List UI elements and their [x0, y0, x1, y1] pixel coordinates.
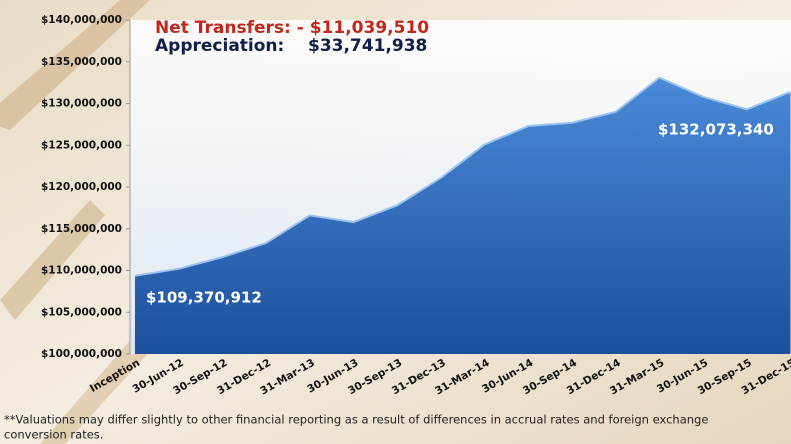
y-tick-label: $125,000,000	[41, 139, 122, 151]
value-annotation: $109,370,912	[146, 289, 262, 307]
annotation: Appreciation: $33,741,938	[155, 36, 427, 56]
y-tick-label: $120,000,000	[41, 181, 122, 193]
area-line	[134, 76, 791, 277]
annotation: Net Transfers: - $11,039,510	[155, 18, 429, 38]
value-annotation: $132,073,340	[658, 121, 774, 139]
footnote: conversion rates.	[4, 428, 103, 442]
y-tick-label: $105,000,000	[41, 306, 122, 318]
y-tick-label: $115,000,000	[41, 223, 122, 235]
y-tick-label: $110,000,000	[41, 265, 122, 277]
y-tick-label: $100,000,000	[41, 348, 122, 360]
area	[135, 77, 791, 355]
footnote: **Valuations may differ slightly to othe…	[4, 413, 708, 427]
y-tick-label: $135,000,000	[41, 56, 122, 68]
y-tick-label: $130,000,000	[41, 98, 122, 110]
y-tick-label: $140,000,000	[41, 14, 122, 26]
